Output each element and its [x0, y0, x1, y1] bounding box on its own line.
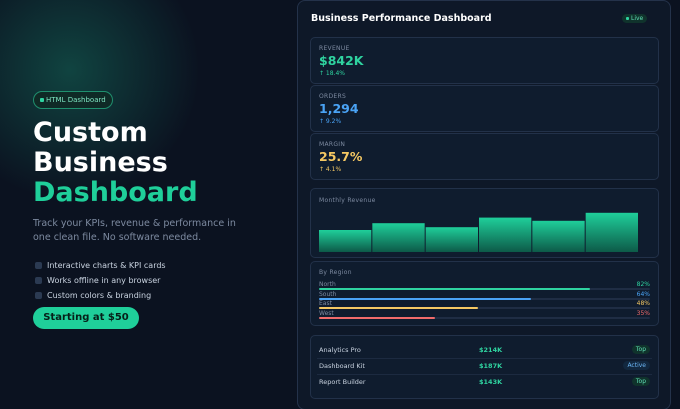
- region-card: By Region North 82% South 64% East 48% West 35%: [310, 261, 659, 326]
- badge-text: HTML Dashboard: [46, 96, 106, 104]
- kpi-label: ORDERS: [319, 93, 347, 100]
- revenue-bar: [532, 220, 585, 252]
- region-bar: [319, 288, 591, 290]
- revenue-chart: [319, 212, 638, 252]
- region-track: [319, 307, 650, 309]
- region-percent: 64%: [636, 290, 650, 298]
- region-name: West: [319, 309, 334, 317]
- feature: Works offline in any browser: [35, 276, 160, 285]
- status-pill: Live: [622, 14, 648, 23]
- revenue-card: Monthly Revenue: [310, 188, 659, 258]
- dashboard-title: Business Performance Dashboard: [311, 13, 492, 24]
- kpi-value: $842K: [319, 53, 364, 68]
- revenue-bar: [479, 217, 532, 252]
- feature-text: Custom colors & branding: [47, 291, 152, 300]
- product-tag: Active: [623, 361, 650, 370]
- revenue-bar: [319, 230, 372, 252]
- kpi-card: REVENUE $842K ↑ 18.4%: [310, 37, 659, 84]
- product-tag: Top: [631, 377, 650, 386]
- product-amount: $187K: [479, 362, 503, 370]
- region-percent: 82%: [636, 281, 650, 288]
- kpi-value: 25.7%: [319, 149, 363, 164]
- feature: Interactive charts & KPI cards: [35, 261, 166, 270]
- region-name: South: [319, 290, 337, 298]
- revenue-bar: [425, 227, 478, 252]
- feature-text: Works offline in any browser: [47, 276, 161, 285]
- product-name: Analytics Pro: [319, 346, 361, 354]
- card-title: By Region: [319, 269, 352, 276]
- region-bar: [319, 316, 435, 319]
- region-name: East: [319, 300, 332, 307]
- product-name: Report Builder: [319, 378, 366, 386]
- description: Track your KPIs, revenue & performance i…: [33, 218, 236, 243]
- divider: [317, 374, 652, 375]
- badge: HTML Dashboard: [33, 91, 113, 109]
- cta-button[interactable]: Starting at $50: [33, 307, 139, 329]
- kpi-change: ↑ 9.2%: [319, 118, 342, 125]
- revenue-bar: [372, 223, 425, 252]
- headline: Business: [33, 147, 168, 178]
- region-bar: [319, 297, 531, 300]
- product-tag: Top: [631, 345, 650, 354]
- kpi-change: ↑ 18.4%: [319, 70, 345, 77]
- revenue-bar: [585, 212, 638, 252]
- region-name: North: [319, 281, 336, 288]
- headline-accent: Dashboard: [33, 177, 198, 208]
- status-text: Live: [631, 15, 644, 22]
- kpi-value: 1,294: [319, 101, 359, 116]
- region-percent: 35%: [636, 309, 650, 317]
- headline: Custom: [33, 117, 148, 148]
- products-card: Analytics Pro $214K Top Dashboard Kit $187K A…: [310, 335, 659, 399]
- product-name: Dashboard Kit: [319, 362, 365, 370]
- feature-text: Interactive charts & KPI cards: [47, 261, 166, 270]
- kpi-card: ORDERS 1,294 ↑ 9.2%: [310, 85, 659, 132]
- card-title: Monthly Revenue: [319, 197, 376, 204]
- product-amount: $214K: [479, 346, 503, 354]
- kpi-card: MARGIN 25.7% ↑ 4.1%: [310, 133, 659, 180]
- region-bar: [319, 307, 478, 309]
- divider: [317, 358, 652, 359]
- feature: Custom colors & branding: [35, 291, 151, 300]
- dashboard-panel: Business Performance Dashboard Live Mont…: [297, 0, 671, 409]
- region-percent: 48%: [636, 300, 650, 307]
- region-track: [319, 316, 650, 319]
- kpi-label: MARGIN: [319, 141, 346, 148]
- product-amount: $143K: [479, 378, 503, 386]
- kpi-change: ↑ 4.1%: [319, 166, 342, 173]
- kpi-label: REVENUE: [319, 45, 350, 52]
